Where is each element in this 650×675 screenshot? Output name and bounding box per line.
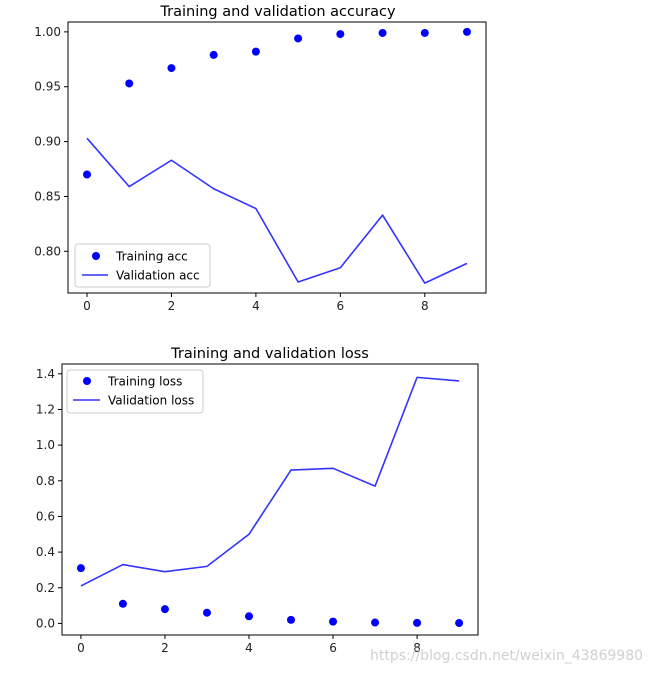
axes-frame [61,363,479,636]
legend: Training loss Validation loss [66,369,204,414]
training-data-point [209,50,218,59]
x-tick-label: 6 [329,641,337,655]
x-tick-label: 0 [83,299,91,313]
training-data-point [76,564,85,573]
y-tick-label: 1.00 [34,25,61,39]
chart-title: Training and validation loss [170,346,369,362]
y-tick-label: 0.85 [34,189,61,203]
legend-training-marker [92,252,100,260]
plot-area [83,27,471,284]
training-data-point [336,30,345,39]
legend-validation-label: Validation acc [116,269,200,283]
training-data-point [329,617,338,626]
y-tick-label: 0.95 [34,80,61,94]
legend-box [74,243,211,288]
x-tick-label: 0 [77,641,85,655]
legend-training-marker [83,377,91,385]
x-axis: 0 2 4 6 8 [77,635,421,655]
y-tick-label: 0.0 [36,616,55,630]
plot-area [76,376,464,628]
x-tick-label: 6 [337,299,345,313]
x-tick-label: 8 [421,299,429,313]
y-tick-label: 0.2 [36,581,55,595]
training-data-point [287,615,296,624]
y-tick-label: 0.90 [34,135,61,149]
accuracy-chart: Training and validation accuracy 0 2 4 6 8 0… [34,4,487,313]
training-data-point [294,34,303,43]
y-tick-label: 1.0 [36,438,55,452]
y-tick-label: 0.4 [36,545,55,559]
training-data-point [413,618,422,627]
legend-validation-label: Validation loss [108,394,194,408]
training-data-point [83,170,91,179]
x-tick-label: 2 [168,299,176,313]
y-tick-label: 0.8 [36,474,55,488]
y-tick-label: 1.2 [36,402,55,416]
training-data-point [244,612,253,621]
training-data-point [118,599,127,608]
training-data-point [202,608,211,617]
y-axis: 0.0 0.2 0.4 0.6 0.8 1.0 1.2 1.4 [36,367,62,630]
validation-series-line [80,376,460,587]
x-axis: 0 2 4 6 8 [83,293,429,313]
training-data-point [251,47,260,56]
legend: Training acc Validation acc [74,243,211,288]
training-data-point [160,605,169,614]
x-tick-label: 8 [413,641,421,655]
training-data-point [420,28,429,37]
x-tick-label: 4 [245,641,253,655]
training-data-point [463,27,471,36]
legend-box [66,369,204,414]
training-data-point [125,79,134,88]
training-data-point [455,619,464,628]
x-tick-label: 2 [161,641,169,655]
training-data-point [378,28,387,37]
training-data-point [167,64,176,73]
legend-training-label: Training loss [107,375,182,389]
axes-frame [67,21,487,294]
watermark: https://blog.csdn.net/weixin_43869980 [370,648,644,664]
y-axis: 0.80 0.85 0.90 0.95 1.00 [34,25,68,258]
legend-training-label: Training acc [115,250,188,264]
y-tick-label: 0.6 [36,509,55,523]
validation-series-line [86,137,468,284]
y-tick-label: 1.4 [36,367,55,381]
x-tick-label: 4 [252,299,260,313]
chart-title: Training and validation accuracy [159,4,396,20]
y-tick-label: 0.80 [34,244,61,258]
training-data-point [371,618,380,627]
